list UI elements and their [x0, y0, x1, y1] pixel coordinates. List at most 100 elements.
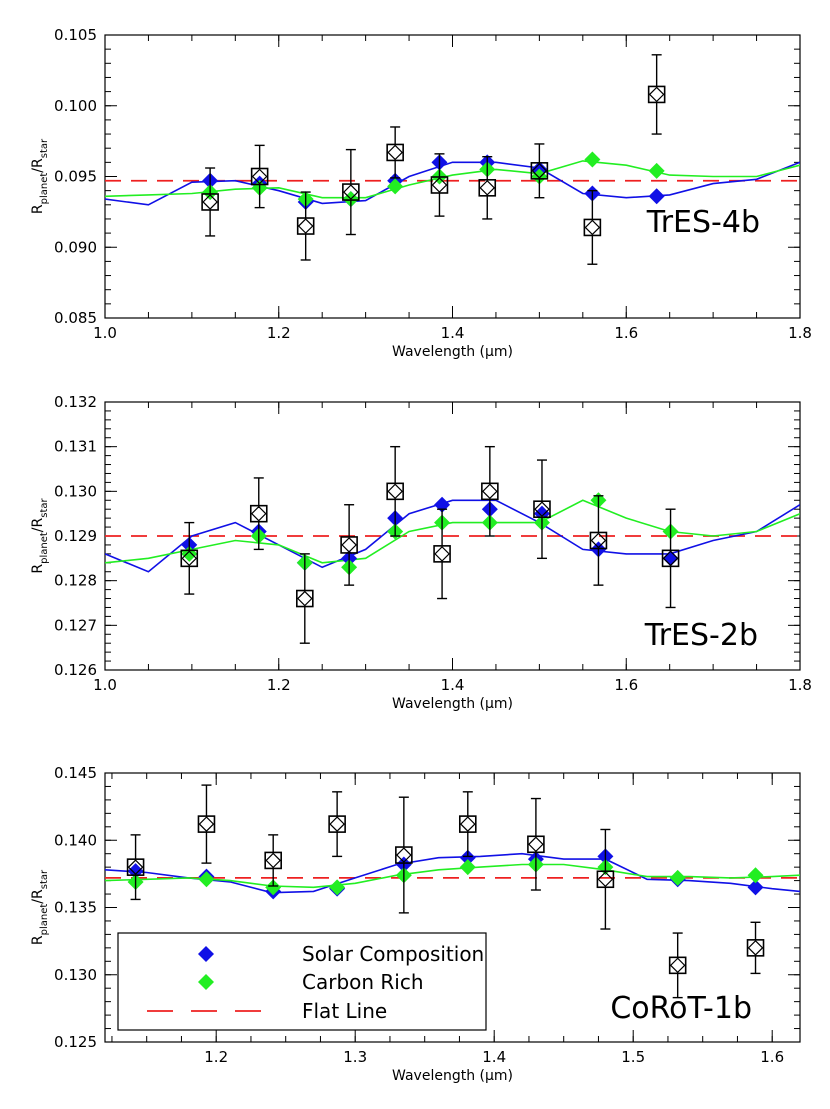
chart-panel: 1.0 1.2 1.4 1.6 1.8 0.085 0.090 0.095 0.100 0.105… [30, 26, 812, 360]
x-tick-label: 1.0 [93, 676, 117, 694]
x-tick-label: 1.8 [788, 324, 812, 342]
observed-point-diamond [198, 816, 215, 832]
x-tick-label: 1.4 [482, 1048, 506, 1066]
observed-point [647, 85, 666, 104]
observed-point [478, 179, 497, 197]
y-tick-label: 0.132 [54, 393, 97, 411]
y-tick-label: 0.128 [54, 572, 97, 590]
legend-solar-label: Solar Composition [302, 942, 484, 966]
y-axis-title-sub1: planet [39, 532, 50, 564]
y-axis-title: Rplanet/Rstar [30, 869, 50, 945]
y-tick-label: 0.130 [54, 482, 97, 500]
observed-point-diamond [534, 501, 550, 518]
observed-point-diamond [482, 483, 498, 500]
observed-point-diamond [747, 940, 764, 956]
observed-point-diamond [127, 859, 144, 875]
observed-point [430, 176, 449, 194]
x-tick-label: 1.2 [267, 324, 291, 342]
carbon-model-line [105, 160, 800, 199]
y-tick-label: 0.085 [54, 309, 97, 327]
observed-point-diamond [296, 590, 313, 607]
observed-point-diamond [251, 168, 268, 185]
observed-point [342, 183, 360, 201]
y-axis-title-r1: R [30, 204, 46, 214]
plot-area [105, 784, 800, 999]
y-tick-label: 0.145 [54, 764, 97, 782]
solar-model-line [105, 852, 800, 894]
y-tick-label: 0.140 [54, 831, 97, 849]
observed-point-diamond [396, 847, 412, 863]
x-tick-label: 1.2 [267, 676, 291, 694]
observed-point [180, 549, 199, 568]
observed-point-diamond [597, 871, 614, 888]
observed-point-diamond [329, 816, 345, 832]
observed-point [249, 504, 268, 523]
x-tick-label: 1.6 [614, 324, 638, 342]
solar-model-point [648, 188, 665, 205]
y-axis-title-slash: /R [30, 158, 46, 173]
x-tick-label: 1.5 [621, 1048, 645, 1066]
carbon-model-point [387, 178, 404, 195]
solar-model-point [662, 550, 679, 567]
carbon-model-point [648, 162, 665, 179]
carbon-model-point [669, 869, 686, 886]
observed-point [533, 500, 551, 519]
solar-model-point [747, 879, 764, 896]
observed-point [250, 167, 269, 186]
y-axis-title-sub2: star [39, 138, 50, 158]
observed-point-diamond [434, 546, 450, 562]
carbon-model-point [265, 879, 282, 896]
observed-point [386, 482, 404, 501]
x-tick-label: 1.3 [343, 1048, 367, 1066]
x-tick-label: 1.8 [788, 676, 812, 694]
legend-flat-label: Flat Line [302, 999, 387, 1023]
observed-point-diamond [584, 219, 601, 236]
observed-point [661, 549, 680, 568]
observed-point [328, 815, 346, 833]
carbon-model-line [105, 499, 800, 564]
observed-point [527, 835, 545, 854]
chart-panel: 1.0 1.2 1.4 1.6 1.8 0.126 0.127 0.128 0.129 0.130… [30, 393, 812, 712]
observed-point-diamond [387, 144, 404, 161]
y-tick-label: 0.095 [54, 168, 97, 186]
carbon-model-point [198, 871, 215, 888]
y-axis-title-r1: R [30, 564, 46, 574]
x-axis-title: Wavelength (μm) [392, 344, 513, 360]
observed-point-diamond [528, 836, 544, 853]
observed-point [340, 536, 358, 554]
observed-point [433, 545, 451, 563]
observed-point [296, 217, 315, 235]
observed-point [386, 143, 404, 162]
observed-point [481, 482, 499, 501]
x-axis-title: Wavelength (μm) [392, 696, 513, 712]
chart-panel: 1.2 1.3 1.4 1.5 1.6 0.125 0.130 0.135 0.140 0.145… [30, 764, 801, 1084]
observed-point-diamond [531, 162, 548, 179]
observed-point-diamond [590, 532, 607, 549]
y-tick-label: 0.090 [54, 238, 97, 256]
y-tick-label: 0.131 [54, 438, 97, 456]
y-tick-label: 0.126 [54, 661, 97, 679]
y-axis-title-sub2: star [39, 869, 50, 889]
solar-model-line [105, 161, 800, 206]
observed-point [583, 218, 602, 237]
y-axis-title-sub1: planet [39, 904, 50, 936]
observed-point-diamond [459, 816, 476, 832]
y-tick-label: 0.100 [54, 97, 97, 115]
solar-model-line [105, 499, 800, 573]
observed-point-diamond [250, 505, 267, 522]
legend-box [117, 932, 487, 1031]
observed-point [589, 531, 608, 550]
y-axis-title-slash: /R [30, 517, 46, 532]
observed-point [746, 939, 765, 957]
y-tick-label: 0.130 [54, 966, 97, 984]
carbon-model-line [105, 863, 800, 889]
observed-point-diamond [431, 177, 448, 193]
observed-point [668, 956, 687, 975]
observed-point [197, 815, 216, 833]
y-tick-label: 0.127 [54, 616, 97, 634]
carbon-model-point [329, 879, 346, 896]
x-tick-label: 1.6 [760, 1048, 784, 1066]
plot-area [105, 445, 800, 644]
y-axis-title-sub2: star [39, 497, 50, 517]
